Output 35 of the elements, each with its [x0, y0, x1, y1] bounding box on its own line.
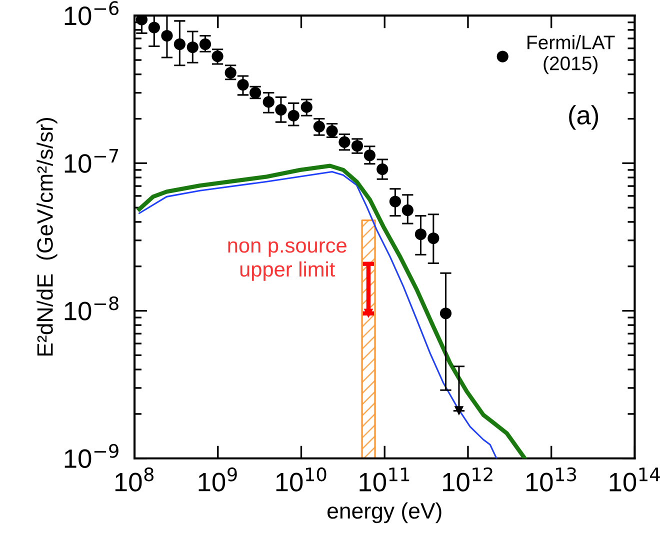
- point: [402, 204, 414, 216]
- annotation: non p.source upper limit: [228, 241, 346, 281]
- y-tick-label: 10$^{−9}$: [64, 444, 118, 468]
- y-tick-label: 10$^{−7}$: [64, 149, 118, 173]
- legend-label: Fermi/LAT (2015): [528, 35, 615, 74]
- point: [237, 78, 249, 91]
- x-tick-label: 10$^{8}$: [115, 467, 154, 492]
- point: [414, 228, 427, 240]
- x-tick-label: 10$^{10}$: [276, 467, 326, 492]
- point: [389, 196, 402, 208]
- point: [338, 136, 350, 148]
- x-tick-label: 10$^{11}$: [360, 468, 410, 492]
- annotation: (a): [569, 105, 598, 130]
- point: [186, 41, 198, 54]
- x-tick-label: 10$^{12}$: [443, 467, 492, 492]
- y-axis-title: E²dN/dE (GeV/cm²/s/sr): [36, 118, 58, 356]
- point: [313, 120, 325, 132]
- point: [148, 22, 160, 34]
- point: [136, 16, 148, 26]
- y-tick-label: 10$^{−8}$: [64, 296, 118, 320]
- point: [275, 104, 287, 116]
- point: [428, 232, 440, 244]
- point: [364, 150, 376, 162]
- point: [440, 308, 452, 320]
- y-tick-label: 10$^{−6}$: [64, 1, 119, 26]
- point: [288, 110, 300, 122]
- point: [174, 38, 186, 50]
- point: [161, 30, 173, 42]
- point: [376, 163, 388, 176]
- x-axis-title: energy (eV): [328, 502, 442, 524]
- point: [262, 96, 274, 108]
- point: [300, 101, 312, 113]
- x-tick-label: 10$^{14}$: [610, 468, 660, 492]
- x-tick-label: 10$^{13}$: [526, 467, 576, 492]
- x-tick-label: 10$^{9}$: [198, 467, 237, 492]
